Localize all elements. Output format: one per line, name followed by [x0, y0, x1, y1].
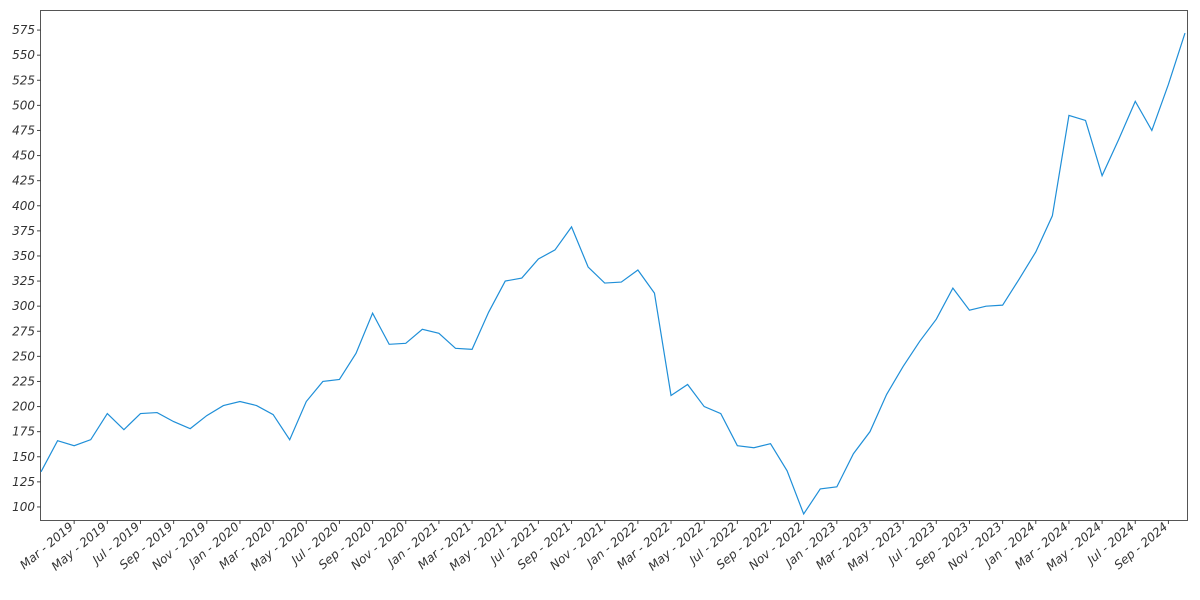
- y-tick-label: 100: [12, 500, 35, 514]
- y-tick-label: 375: [12, 224, 35, 238]
- y-tick-label: 225: [12, 374, 35, 388]
- y-tick-label: 525: [12, 73, 35, 87]
- y-tick-label: 250: [12, 349, 35, 363]
- y-tick-label: 350: [12, 249, 35, 263]
- y-tick-label: 325: [12, 274, 35, 288]
- y-tick-label: 275: [12, 324, 35, 338]
- price-line: [40, 32, 1186, 516]
- y-tick-label: 400: [12, 199, 35, 213]
- y-tick-label: 500: [12, 98, 35, 112]
- y-tick-label: 300: [12, 299, 35, 313]
- y-tick-label: 575: [12, 23, 35, 37]
- y-tick-label: 550: [12, 48, 35, 62]
- y-tick-label: 200: [12, 400, 35, 414]
- y-tick-label: 450: [12, 149, 35, 163]
- plot-frame: [40, 10, 1188, 521]
- y-tick-label: 425: [12, 174, 35, 188]
- y-tick-label: 150: [12, 450, 35, 464]
- y-tick-label: 175: [12, 425, 35, 439]
- y-tick-label: 125: [12, 475, 35, 489]
- y-tick-label: 475: [12, 123, 35, 137]
